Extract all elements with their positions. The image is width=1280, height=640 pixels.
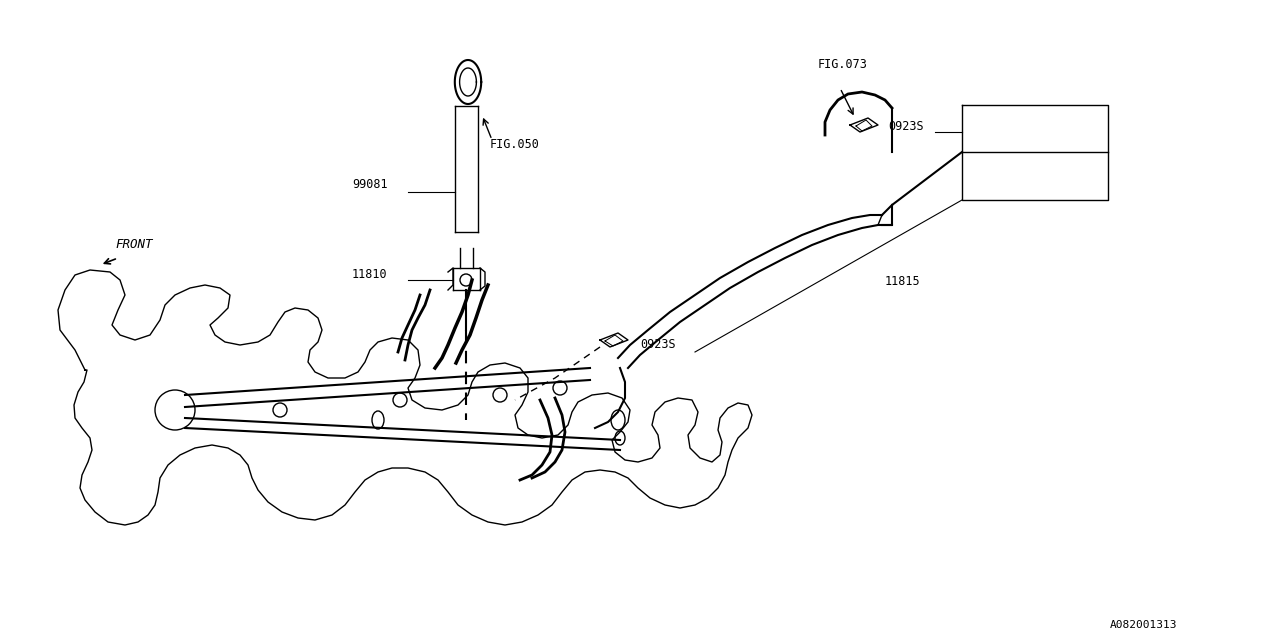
Text: FIG.073: FIG.073 bbox=[818, 58, 868, 71]
Text: FIG.050: FIG.050 bbox=[490, 138, 540, 151]
Text: 99081: 99081 bbox=[352, 178, 388, 191]
Text: 11815: 11815 bbox=[884, 275, 920, 288]
Text: A082001313: A082001313 bbox=[1110, 620, 1178, 630]
Text: 0923S: 0923S bbox=[888, 120, 924, 133]
Text: 11810: 11810 bbox=[352, 268, 388, 281]
Text: 0923S: 0923S bbox=[640, 338, 676, 351]
Text: FRONT: FRONT bbox=[115, 238, 152, 251]
